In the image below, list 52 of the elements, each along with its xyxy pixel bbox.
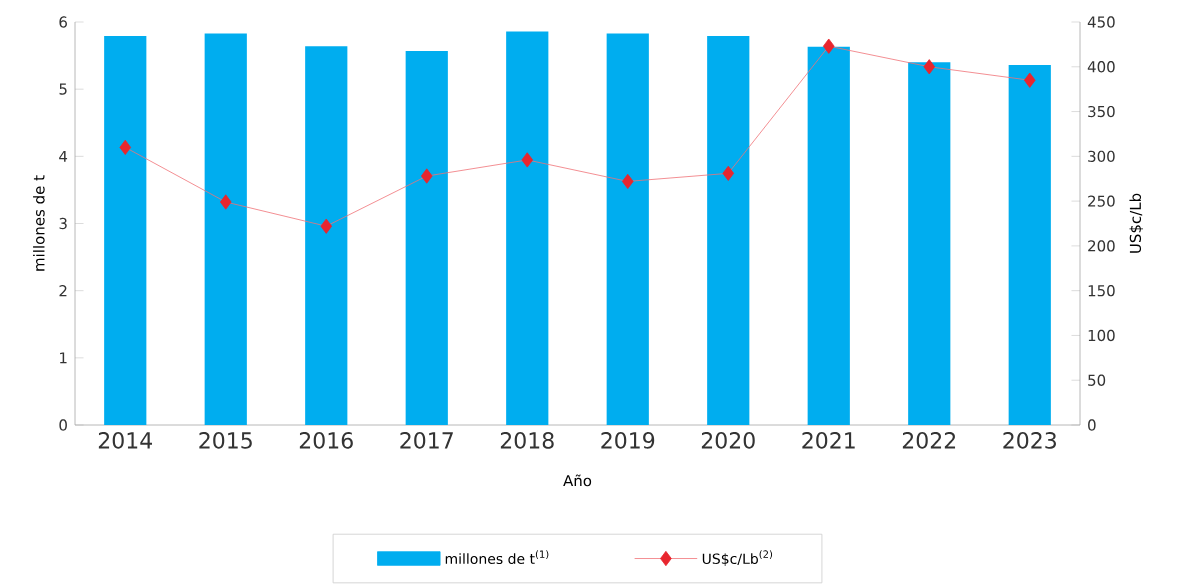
y2-tick-label: 350	[1088, 105, 1115, 118]
y2-axis-title: US$c/Lb	[1129, 193, 1144, 253]
point	[320, 218, 333, 234]
y-tick-label: 0	[59, 419, 67, 431]
y2-tick-label: 300	[1088, 150, 1115, 163]
bar	[908, 62, 951, 425]
y2-tick-label: 100	[1088, 329, 1115, 342]
y-tick-label: 3	[59, 217, 67, 230]
x-tick-label: 2023	[1003, 432, 1056, 449]
bar	[204, 33, 247, 425]
x-tick-label: 2019	[601, 432, 655, 449]
point	[923, 59, 936, 75]
bar	[606, 33, 649, 425]
y2-tick-label: 400	[1087, 61, 1115, 73]
point	[119, 139, 132, 155]
x-axis-title: Año	[563, 474, 592, 487]
y-tick-label: 5	[59, 83, 67, 95]
x-tick-label: 2021	[802, 432, 855, 449]
bar	[305, 46, 348, 425]
point	[1023, 72, 1036, 88]
legend-label: millones de t$^{(1)}$	[445, 550, 549, 565]
x-tick-label: 2017	[400, 432, 453, 449]
x-tick-label: 2014	[98, 432, 152, 449]
point	[219, 194, 232, 210]
bar	[707, 36, 750, 425]
y-tick-label: 2	[59, 285, 67, 297]
y2-tick-label: 200	[1088, 240, 1115, 252]
x-tick-label: 2022	[902, 432, 956, 449]
y-tick-label: 6	[59, 16, 67, 28]
y-tick-label: 1	[60, 352, 67, 364]
x-tick-label: 2018	[500, 432, 554, 449]
y2-tick-label: 450	[1087, 16, 1115, 28]
y2-tick-label: 50	[1088, 374, 1106, 386]
bar	[506, 31, 549, 425]
bar	[807, 46, 850, 425]
y-axis-title: millones de t	[33, 175, 45, 271]
bar	[405, 50, 448, 425]
y2-tick-label: 0	[1088, 419, 1096, 431]
x-tick-label: 2020	[701, 432, 755, 449]
y2-tick-label: 150	[1088, 285, 1115, 297]
x-tick-label: 2015	[199, 432, 252, 449]
point	[722, 165, 735, 181]
point	[521, 152, 534, 168]
bar	[104, 36, 147, 425]
point	[420, 168, 433, 184]
legend-label: US$c/Lb$^{(2)}$	[702, 550, 773, 566]
y2-tick-label: 250	[1088, 195, 1115, 207]
x-tick-label: 2016	[299, 432, 353, 449]
bar	[1008, 64, 1051, 425]
point	[822, 38, 835, 54]
point	[621, 173, 634, 190]
y-tick-label: 4	[59, 150, 68, 162]
